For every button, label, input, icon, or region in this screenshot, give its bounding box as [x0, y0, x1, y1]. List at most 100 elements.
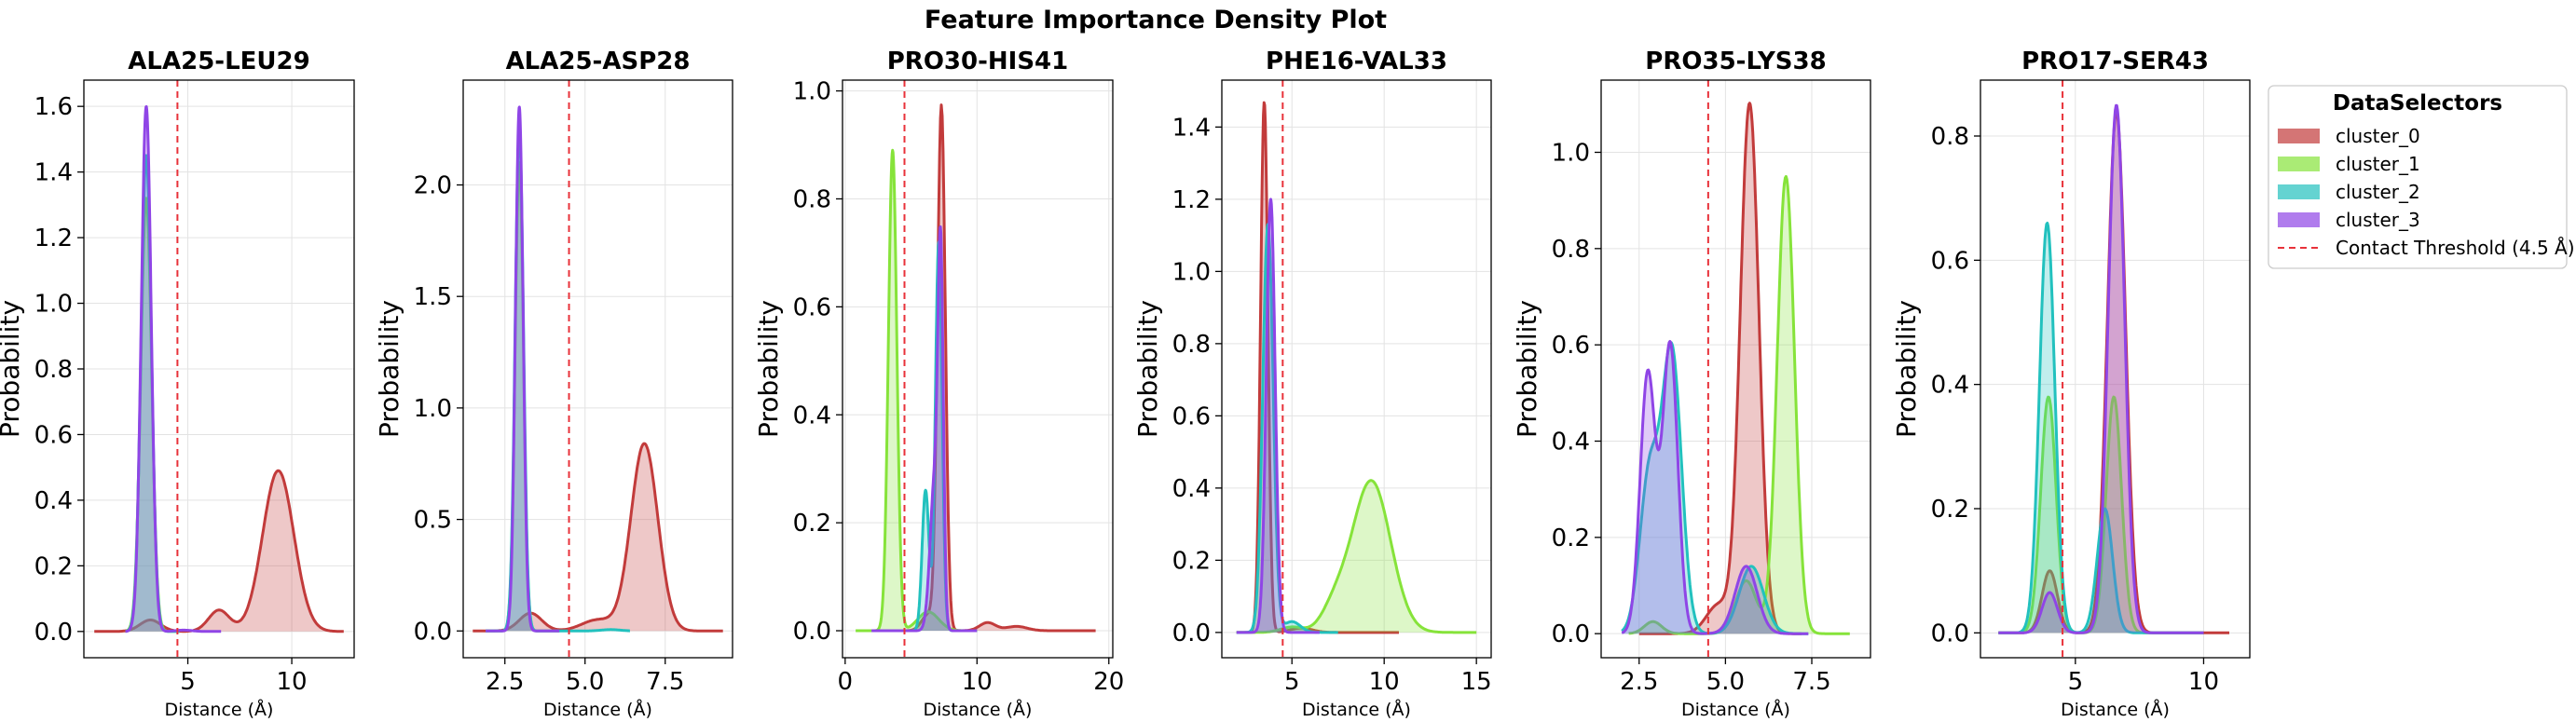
y-tick-label: 0.2: [1172, 547, 1211, 575]
y-tick-label: 1.6: [34, 93, 73, 121]
y-tick-label: 1.0: [414, 395, 452, 423]
axes-frame: [842, 79, 1114, 659]
y-tick-label: 0.8: [793, 185, 831, 213]
legend-swatch-cluster-1: [2278, 157, 2320, 171]
density-fill-cluster-2: [1622, 342, 1809, 634]
legend-entry-label: cluster_2: [2336, 181, 2420, 203]
density-fill-cluster-2: [897, 241, 978, 631]
y-tick-label: 0.4: [793, 402, 831, 429]
density-line-cluster-3: [124, 105, 223, 633]
y-tick-label: 0.0: [1172, 620, 1211, 647]
density-fill-cluster-0: [94, 470, 344, 632]
density-fill-cluster-2: [1998, 223, 2204, 633]
legend: DataSelectors cluster_0 cluster_1 cluster_2…: [2268, 85, 2575, 269]
y-tick-label: 1.2: [34, 225, 73, 252]
y-tick-label: 0.8: [34, 356, 73, 384]
axes-frame: [462, 79, 733, 659]
panel-title: ALA25-ASP28: [506, 48, 691, 75]
y-axis-label: Probability: [1891, 300, 1922, 438]
panel-pro35-lys38: 2.5 5.0 7.5 0.0 0.2 0.4 0.6 0.8 1.0 PRO35-LYS38 Di…: [1512, 48, 1871, 720]
density-fill-cluster-0: [473, 443, 723, 632]
axes-frame: [1980, 79, 2251, 659]
panel-pro30-his41: 0 10 20 0.0 0.2 0.4 0.6 0.8 1.0 PRO30-HIS41 Distan…: [753, 48, 1124, 720]
legend-entry-label: cluster_1: [2336, 153, 2420, 175]
legend-swatch-cluster-0: [2278, 129, 2320, 143]
y-tick-label: 0.8: [1172, 331, 1211, 359]
x-tick-label: 15: [1461, 668, 1492, 696]
panel-title: PRO17-SER43: [2021, 48, 2209, 75]
x-tick-label: 0: [838, 668, 854, 696]
y-tick-label: 0.5: [414, 507, 452, 535]
plot-area: [93, 80, 345, 658]
legend-entry-label: Contact Threshold (4.5 Å): [2336, 237, 2575, 259]
density-line-cluster-0: [1637, 102, 1802, 635]
y-tick-label: 0.6: [793, 293, 831, 321]
x-tick-label: 10: [2188, 668, 2219, 696]
y-tick-label: 0.2: [34, 552, 73, 580]
x-axis-label: Distance (Å): [924, 699, 1033, 720]
y-tick-label: 0.2: [793, 510, 831, 538]
y-tick-label: 1.0: [793, 78, 831, 106]
y-tick-label: 0.0: [414, 618, 452, 646]
x-tick-label: 10: [962, 668, 993, 696]
density-line-cluster-3: [484, 105, 561, 633]
y-tick-label: 0.4: [1172, 475, 1211, 503]
density-line-cluster-3: [870, 225, 979, 633]
legend-swatch-cluster-2: [2278, 184, 2320, 199]
y-tick-label: 0.6: [34, 421, 73, 449]
plot-area: [472, 80, 724, 658]
legend-swatch-cluster-3: [2278, 212, 2320, 227]
density-line-cluster-3: [1235, 198, 1322, 634]
y-tick-label: 0.0: [34, 619, 73, 647]
density-line-cluster-0: [93, 469, 345, 633]
y-tick-label: 0.6: [1931, 247, 1969, 275]
y-axis-label: Probability: [1132, 300, 1163, 438]
x-axis-label: Distance (Å): [165, 699, 274, 720]
x-tick-label: 7.5: [1792, 668, 1830, 696]
y-tick-label: 0.0: [1931, 620, 1969, 647]
y-tick-label: 1.0: [1552, 140, 1590, 168]
x-tick-label: 2.5: [1620, 668, 1658, 696]
y-tick-label: 0.6: [1172, 402, 1211, 430]
axes-frame: [1221, 79, 1492, 659]
density-line-cluster-1: [1236, 479, 1477, 634]
x-axis-label: Distance (Å): [2061, 699, 2170, 720]
x-tick-label: 7.5: [646, 668, 684, 696]
panel-ala25-asp28: 2.5 5.0 7.5 0.0 0.5 1.0 1.5 2.0 ALA25-ASP28 Dista…: [374, 48, 733, 720]
legend-frame: [2268, 85, 2568, 269]
x-axis-label: Distance (Å): [1681, 699, 1790, 720]
y-tick-label: 0.2: [1931, 496, 1969, 524]
density-line-cluster-2: [1235, 223, 1339, 634]
density-fill-cluster-0: [1638, 102, 1802, 634]
density-fill-cluster-1: [1236, 480, 1477, 633]
panel-title: PHE16-VAL33: [1266, 48, 1447, 75]
x-tick-label: 5.0: [1706, 668, 1745, 696]
y-axis-label: Probability: [1512, 300, 1542, 438]
x-tick-label: 2.5: [486, 668, 524, 696]
panel-phe16-val33: 5 10 15 0.0 0.2 0.4 0.6 0.8 1.0 1.2 1.4 PHE16-VAL33…: [1132, 48, 1492, 720]
y-axis-label: Probability: [753, 300, 784, 438]
subplot-panels: 5 10 0.0 0.2 0.4 0.6 0.8 1.0 1.2 1.4 1.6 ALA25-LEU2…: [0, 48, 2251, 720]
density-line-cluster-3: [1621, 339, 1809, 635]
panel-title: PRO35-LYS38: [1645, 48, 1826, 75]
y-axis-label: Probability: [0, 300, 25, 438]
legend-entry-label: cluster_0: [2336, 125, 2420, 147]
panel-pro17-ser43: 5 10 0.0 0.2 0.4 0.6 0.8 PRO17-SER43 Distance (Å…: [1891, 48, 2251, 720]
y-tick-label: 0.6: [1552, 332, 1590, 360]
legend-entry-label: cluster_3: [2336, 209, 2420, 231]
density-fill-cluster-1: [1628, 176, 1850, 634]
y-tick-label: 0.0: [1552, 620, 1590, 648]
legend-title: DataSelectors: [2333, 91, 2502, 116]
y-tick-label: 0.2: [1552, 524, 1590, 552]
plot-area: [1235, 80, 1477, 658]
plot-area: [855, 80, 1097, 658]
density-line-cluster-3: [1997, 103, 2205, 634]
y-tick-label: 1.0: [1172, 258, 1211, 286]
x-tick-label: 20: [1093, 668, 1124, 696]
y-tick-label: 2.0: [414, 172, 452, 200]
y-tick-label: 1.5: [414, 283, 452, 311]
y-tick-label: 0.0: [793, 618, 831, 646]
x-tick-label: 5: [180, 668, 196, 696]
